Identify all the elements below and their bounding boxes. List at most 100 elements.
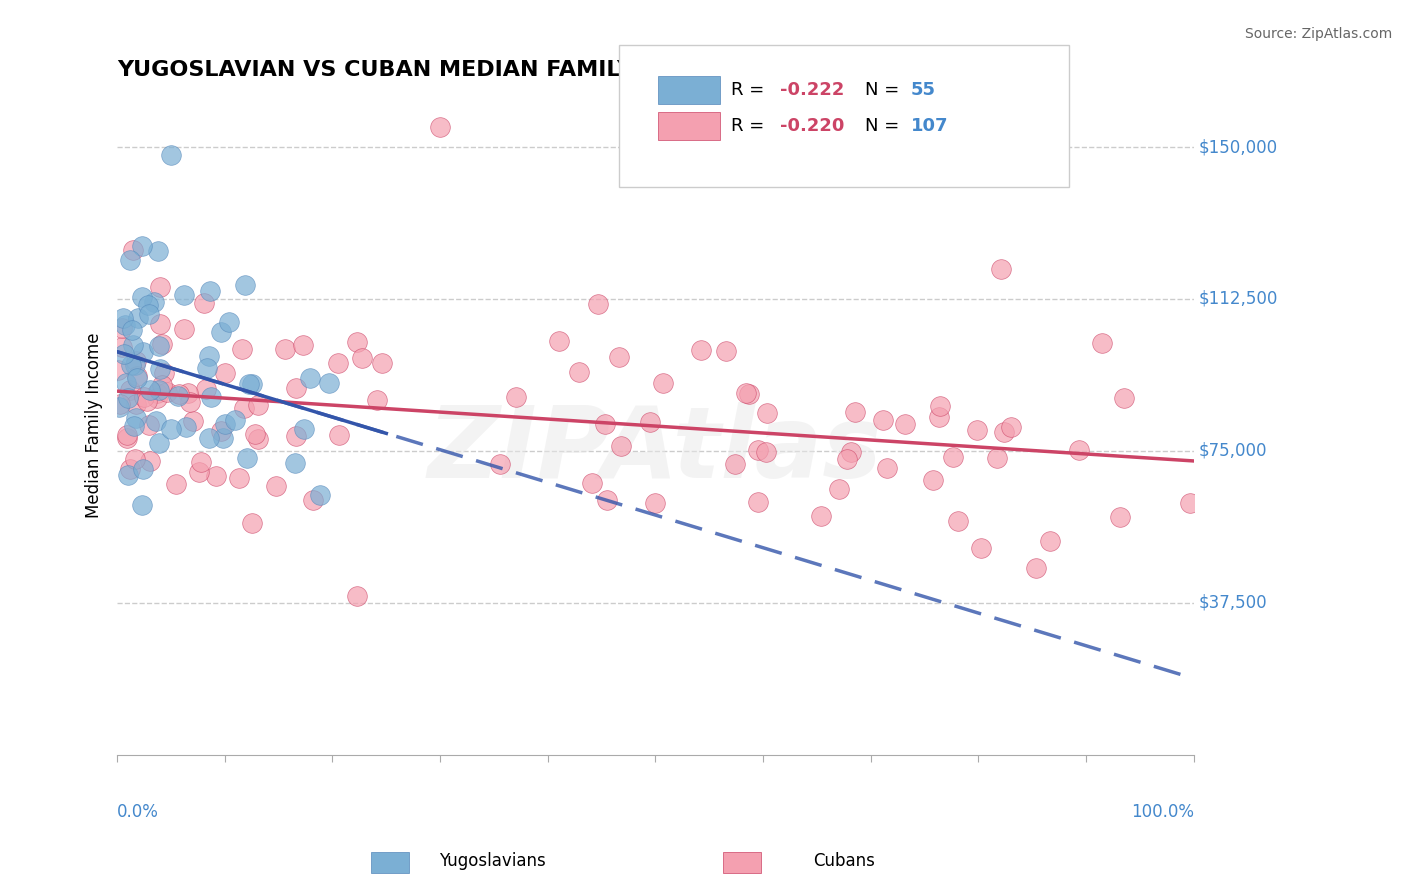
- Yugoslavians: [240, 377, 263, 392]
- Yugoslavians: [284, 456, 307, 470]
- Cubans: [284, 429, 307, 443]
- Cubans: [690, 343, 713, 357]
- Cubans: [122, 243, 145, 257]
- Cubans: [111, 321, 134, 335]
- Cubans: [346, 590, 368, 604]
- Cubans: [1067, 443, 1090, 458]
- Yugoslavians: [124, 359, 146, 373]
- Cubans: [366, 392, 388, 407]
- Cubans: [177, 385, 200, 400]
- Cubans: [136, 394, 159, 409]
- Cubans: [595, 492, 617, 507]
- Text: $75,000: $75,000: [1199, 442, 1268, 460]
- Cubans: [735, 386, 758, 401]
- Cubans: [828, 482, 851, 496]
- Cubans: [946, 514, 969, 528]
- Cubans: [1108, 509, 1130, 524]
- Yugoslavians: [209, 326, 232, 340]
- Text: $37,500: $37,500: [1199, 594, 1268, 612]
- Cubans: [193, 296, 215, 310]
- Cubans: [505, 390, 527, 404]
- Yugoslavians: [143, 294, 166, 309]
- Yugoslavians: [214, 417, 236, 431]
- Yugoslavians: [120, 358, 142, 372]
- Yugoslavians: [318, 376, 340, 391]
- Cubans: [586, 297, 609, 311]
- Cubans: [1112, 391, 1135, 405]
- Cubans: [738, 386, 761, 401]
- Yugoslavians: [117, 391, 139, 405]
- Yugoslavians: [309, 488, 332, 502]
- Cubans: [181, 414, 204, 428]
- Yugoslavians: [292, 421, 315, 435]
- Cubans: [844, 405, 866, 419]
- Text: N =: N =: [865, 117, 904, 135]
- Yugoslavians: [121, 323, 143, 337]
- Yugoslavians: [236, 451, 259, 466]
- Cubans: [125, 369, 148, 384]
- Text: Source: ZipAtlas.com: Source: ZipAtlas.com: [1244, 27, 1392, 41]
- Cubans: [246, 398, 269, 412]
- Cubans: [371, 356, 394, 370]
- Yugoslavians: [148, 383, 170, 397]
- Cubans: [568, 365, 591, 379]
- Text: -0.220: -0.220: [780, 117, 845, 135]
- Cubans: [1025, 561, 1047, 575]
- Yugoslavians: [114, 318, 136, 332]
- Cubans: [652, 376, 675, 390]
- Yugoslavians: [132, 462, 155, 476]
- Cubans: [610, 439, 633, 453]
- Cubans: [149, 280, 172, 294]
- Cubans: [986, 450, 1008, 465]
- Yugoslavians: [148, 244, 170, 259]
- Cubans: [264, 479, 287, 493]
- Yugoslavians: [127, 311, 149, 326]
- Yugoslavians: [233, 277, 256, 292]
- Cubans: [990, 261, 1012, 276]
- Yugoslavians: [108, 401, 131, 415]
- Cubans: [328, 428, 350, 442]
- Cubans: [118, 462, 141, 476]
- Yugoslavians: [138, 308, 160, 322]
- Cubans: [593, 417, 616, 431]
- Yugoslavians: [238, 377, 260, 392]
- Cubans: [179, 395, 201, 409]
- Cubans: [872, 413, 894, 427]
- Cubans: [1178, 496, 1201, 510]
- Text: $112,500: $112,500: [1199, 290, 1278, 308]
- Cubans: [1000, 420, 1022, 434]
- Cubans: [111, 340, 134, 354]
- Cubans: [165, 476, 187, 491]
- Yugoslavians: [125, 370, 148, 384]
- Cubans: [928, 399, 950, 413]
- Yugoslavians: [198, 349, 221, 363]
- Cubans: [145, 391, 167, 405]
- Cubans: [118, 383, 141, 397]
- Yugoslavians: [112, 311, 135, 326]
- Text: 107: 107: [911, 117, 949, 135]
- Cubans: [928, 410, 950, 425]
- Cubans: [173, 322, 195, 336]
- Cubans: [243, 426, 266, 441]
- Cubans: [115, 431, 138, 445]
- Yugoslavians: [131, 498, 153, 512]
- Text: ZIPAtlas: ZIPAtlas: [427, 402, 883, 500]
- Cubans: [755, 445, 778, 459]
- Cubans: [155, 384, 177, 399]
- Cubans: [187, 465, 209, 479]
- Cubans: [291, 338, 314, 352]
- Cubans: [547, 334, 569, 349]
- Cubans: [1039, 534, 1062, 549]
- Yugoslavians: [131, 239, 153, 253]
- Cubans: [231, 342, 253, 356]
- Text: Yugoslavians: Yugoslavians: [439, 852, 546, 870]
- Yugoslavians: [131, 290, 153, 304]
- Text: Cubans: Cubans: [813, 852, 875, 870]
- Text: 100.0%: 100.0%: [1130, 804, 1194, 822]
- Cubans: [714, 344, 737, 359]
- Cubans: [966, 423, 988, 437]
- Cubans: [115, 428, 138, 442]
- Cubans: [346, 334, 368, 349]
- Yugoslavians: [117, 468, 139, 483]
- Cubans: [328, 356, 350, 370]
